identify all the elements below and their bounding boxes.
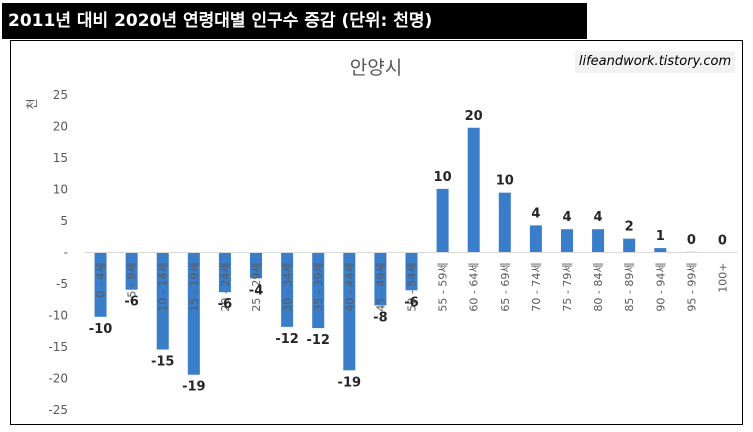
x-tick-label: 50 - 54세 [406, 263, 419, 312]
x-tick-label: 0 - 4세 [95, 263, 108, 298]
data-label: -6 [124, 295, 138, 310]
x-tick-label: 90 - 94세 [654, 263, 667, 312]
x-tick-label: 75 - 79세 [561, 263, 574, 312]
bar [498, 192, 511, 253]
x-tick-label: 85 - 89세 [623, 263, 636, 312]
bar [560, 229, 573, 253]
x-tick-label: 95 - 99세 [685, 263, 698, 312]
data-label: 4 [594, 210, 603, 225]
data-label: -19 [182, 380, 206, 395]
watermark-text: lifeandwork.tistory.com [575, 51, 735, 73]
x-tick-label: 55 - 59세 [437, 263, 450, 312]
x-tick-label: 80 - 84세 [592, 263, 605, 312]
y-tick-group: 25 20 15 10 5 - -5 -10 -15 -20 -25 [48, 88, 68, 417]
data-label: 0 [718, 234, 727, 249]
x-tick-label: 70 - 74세 [530, 263, 543, 312]
x-tick-label: 35 - 39세 [312, 263, 325, 312]
data-label: 10 [496, 174, 514, 189]
bar [467, 127, 480, 253]
x-tick-label: 30 - 34세 [281, 263, 294, 312]
data-label: -6 [404, 295, 418, 310]
x-tick-label: 45 - 49세 [374, 263, 387, 312]
y-tick-label: 5 [60, 214, 68, 228]
bar [436, 188, 449, 253]
bar [281, 252, 294, 327]
bar [156, 252, 169, 350]
header-title: 2011년 대비 2020년 연령대별 인구수 증감 (단위: 천명) [2, 3, 587, 39]
y-axis-label: 천 [24, 98, 39, 109]
data-label: -15 [151, 355, 175, 370]
data-label: 4 [562, 210, 571, 225]
x-tick-label: 15 - 19세 [188, 263, 201, 312]
bar [125, 252, 138, 290]
bar [405, 252, 418, 291]
bar [218, 252, 231, 293]
y-tick-label: 10 [53, 183, 68, 197]
data-label: 0 [687, 233, 696, 248]
x-tick-label: 65 - 69세 [499, 263, 512, 312]
chart-frame [10, 40, 743, 425]
data-label: -4 [249, 283, 263, 298]
bar [343, 252, 356, 371]
chart-title: 안양시 [350, 57, 402, 79]
data-label: -12 [306, 333, 330, 348]
x-tick-label: 5 - 9세 [126, 263, 139, 298]
x-tick-group: 0 - 4세 5 - 9세 10 - 14세 15 - 19세 20 - 24세 25 -… [95, 263, 730, 312]
bar [374, 252, 387, 306]
data-label: -8 [373, 310, 387, 325]
data-label: -12 [275, 332, 299, 347]
x-tick-label: 40 - 44세 [343, 263, 356, 312]
data-label: 1 [656, 229, 665, 244]
data-label: 20 [465, 109, 483, 124]
bar [250, 252, 263, 279]
bar-group [94, 127, 698, 375]
bar [623, 238, 636, 253]
bar [654, 248, 667, 253]
data-label: -6 [218, 297, 232, 312]
data-label: -19 [338, 375, 362, 390]
y-tick-label: -5 [56, 277, 68, 291]
y-tick-label: 15 [53, 151, 68, 165]
bar [94, 252, 107, 317]
data-label: 2 [625, 220, 634, 235]
x-tick-label: 10 - 14세 [157, 263, 170, 312]
x-tick-label: 20 - 24세 [219, 263, 232, 312]
y-tick-label: - [64, 246, 68, 260]
x-tick-label: 60 - 64세 [468, 263, 481, 312]
x-tick-label: 100+ [716, 263, 729, 293]
data-label: 10 [434, 170, 452, 185]
y-tick-label: -25 [48, 403, 68, 417]
y-tick-label: -20 [48, 372, 68, 386]
bar [529, 225, 542, 253]
y-tick-label: 20 [53, 120, 68, 134]
y-tick-label: 25 [53, 88, 68, 102]
data-label: 4 [531, 206, 540, 221]
y-tick-label: -10 [48, 309, 68, 323]
x-tick-label: 25 - 29세 [250, 263, 263, 312]
data-label: -10 [89, 322, 113, 337]
y-tick-label: -15 [48, 340, 68, 354]
bar [187, 252, 200, 375]
bar [592, 229, 605, 253]
bar [312, 252, 325, 329]
